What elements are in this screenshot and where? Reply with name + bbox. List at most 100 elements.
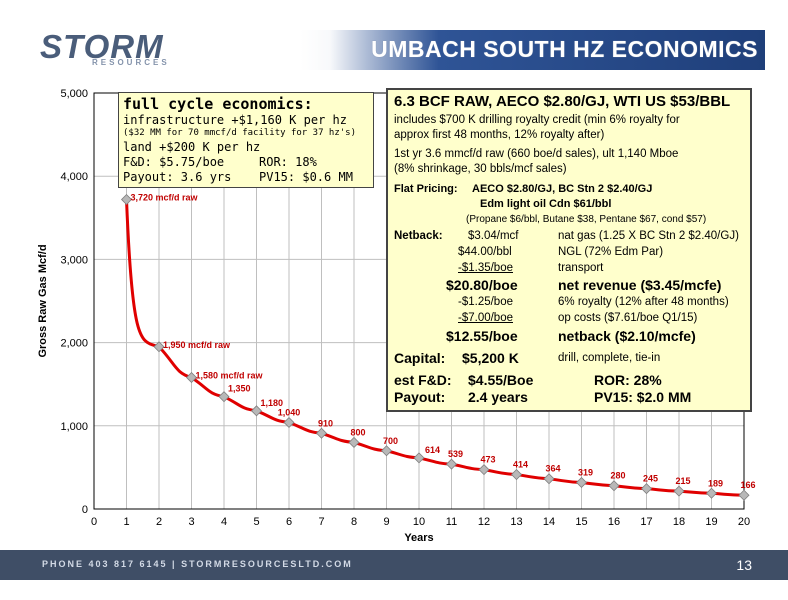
data-label: 700 [383,436,398,446]
data-label: 319 [578,467,593,477]
x-axis-label: Years [404,532,433,544]
data-point-marker [575,476,588,488]
x-tick-label: 1 [123,516,129,528]
y-tick-label: 3,000 [60,254,88,266]
flat-pricing-gas: AECO $2.80/GJ, BC Stn 2 $2.40/GJ [472,183,653,195]
title-background [330,30,765,70]
box2-royalty-line2: approx first 48 months, 12% royalty afte… [394,129,605,141]
page-title: UMBACH SOUTH HZ ECONOMICS [371,36,758,62]
y-tick-label: 0 [82,504,88,516]
x-tick-label: 17 [640,516,652,528]
x-tick-label: 10 [413,516,425,528]
box2-production-line1: 1st yr 3.6 mmcf/d raw (660 boe/d sales),… [394,148,679,160]
data-point-marker [640,483,653,495]
economics-summary-box: 6.3 BCF RAW, AECO $2.80/GJ, WTI US $53/B… [386,88,752,412]
y-tick-label: 1,000 [60,421,88,433]
data-point-marker [413,452,425,464]
netback-gas-desc: nat gas (1.25 X BC Stn 2 $2.40/GJ) [558,230,739,242]
netback-ngl-desc: NGL (72% Edm Par) [558,246,664,258]
chart-series: 3,720 mcf/d raw 1,950 mcf/d raw 1,580 mcf/… [120,192,756,501]
box1-infrastructure: infrastructure +$1,160 K per hz [123,113,347,127]
y-tick-label: 5,000 [60,88,88,100]
data-point-marker [153,341,165,353]
data-label: 1,180 [261,398,284,408]
data-point-marker [608,480,620,492]
y-tick-label: 4,000 [60,171,88,183]
data-point-marker [673,485,685,497]
x-tick-label: 6 [286,516,292,528]
x-tick-label: 13 [510,516,522,528]
storm-logo-subtitle: RESOURCES [92,58,170,67]
box1-ror: ROR: 18% [259,155,317,169]
x-tick-label: 14 [543,516,555,528]
fd-value: $4.55/Boe [468,372,534,388]
payout-label: Payout: [394,389,446,405]
capital-label: Capital: [394,350,446,366]
netback-label: Netback: [394,230,443,242]
data-label: 1,350 [228,384,251,394]
royalty-cost: -$1.25/boe [458,296,513,308]
data-label: 1,040 [278,407,301,417]
footer-contact: PHONE 403 817 6145 | STORMRESOURCESLTD.C… [42,559,353,569]
data-point-marker [283,416,295,428]
capital-desc: drill, complete, tie-in [558,352,661,364]
box1-pv15: PV15: $0.6 MM [259,170,353,184]
data-label: 1,950 mcf/d raw [163,340,231,350]
data-label: 539 [448,449,463,459]
data-point-marker [348,436,360,448]
x-tick-label: 18 [673,516,685,528]
flat-pricing-oil: Edm light oil Cdn $61/bbl [480,198,612,210]
ror-value: ROR: 28% [594,372,662,388]
data-point-marker [445,458,458,470]
data-point-marker [478,464,490,476]
data-label: 910 [318,418,333,428]
box1-heading: full cycle economics: [123,95,313,113]
x-tick-label: 11 [446,516,457,528]
x-tick-label: 19 [705,516,717,528]
box1-payout: Payout: 3.6 yrs [123,170,232,184]
box1-facility-note: ($32 MM for 70 mmcf/d facility for 37 hz… [123,128,356,138]
decline-curve-line [125,199,745,497]
x-tick-label: 3 [188,516,194,528]
x-tick-label: 2 [156,516,162,528]
data-label: 215 [675,476,690,486]
flat-pricing-label: Flat Pricing: [394,183,458,195]
data-point-marker [315,427,328,439]
data-label: 1,580 mcf/d raw [196,371,264,381]
netback-value: $12.55/boe [446,328,518,344]
footer: PHONE 403 817 6145 | STORMRESOURCESLTD.C… [0,550,788,580]
op-costs-value: -$7.00/boe [458,312,513,324]
royalty-desc: 6% royalty (12% after 48 months) [558,296,729,308]
full-cycle-economics-box: full cycle economics: infrastructure +$1… [118,92,374,188]
netback-gas-price: $3.04/mcf [468,230,519,242]
data-point-marker [250,405,263,417]
data-label: 800 [350,427,365,437]
data-point-marker [705,487,718,499]
capital-value: $5,200 K [462,350,519,366]
x-tick-label: 20 [738,516,750,528]
netback-desc: netback ($2.10/mcfe) [558,328,696,344]
x-tick-label: 4 [221,516,227,528]
net-revenue-desc: net revenue ($3.45/mcfe) [558,277,722,293]
box2-production-line2: (8% shrinkage, 30 bbls/mcf sales) [394,163,567,175]
data-label: 3,720 mcf/d raw [131,192,199,202]
data-label: 414 [513,460,528,470]
x-tick-label: 15 [575,516,587,528]
data-label: 473 [480,455,495,465]
op-costs-desc: op costs ($7.61/boe Q1/15) [558,312,698,324]
netback-transport-desc: transport [558,262,604,274]
data-point-marker [380,445,393,457]
data-label: 364 [545,464,560,474]
y-axis-label: Gross Raw Gas Mcf/d [37,244,49,357]
data-label: 280 [610,471,625,481]
x-tick-label: 12 [478,516,490,528]
data-label: 245 [643,474,658,484]
page-number: 13 [736,557,752,573]
data-label: 614 [425,445,440,455]
header: STORM RESOURCES UMBACH SOUTH HZ ECONOMIC… [0,0,788,76]
data-point-marker [120,193,133,206]
flat-pricing-ngl: (Propane $6/bbl, Butane $38, Pentane $67… [466,214,707,225]
data-label: 189 [708,478,723,488]
x-tick-label: 0 [91,516,97,528]
